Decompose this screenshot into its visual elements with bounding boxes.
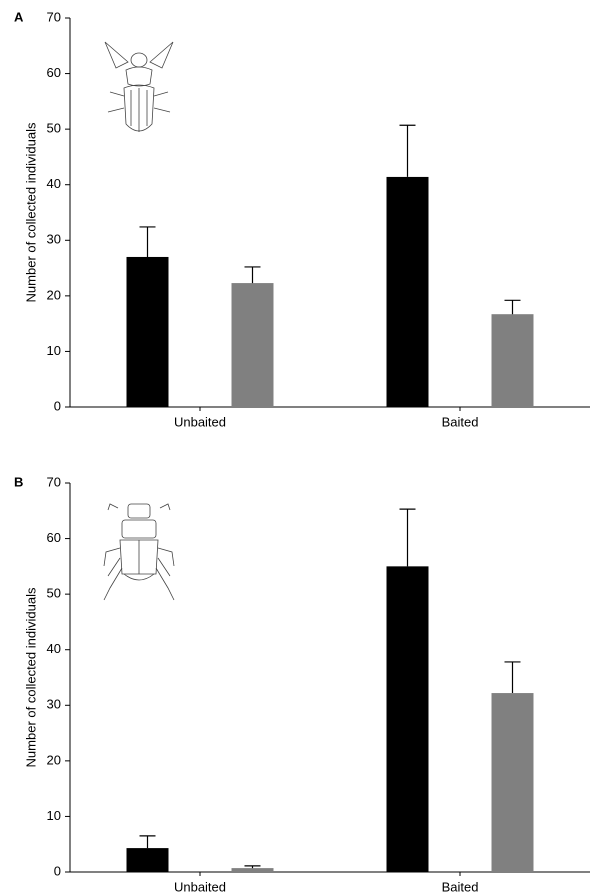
y-tick-label: 0	[54, 398, 61, 413]
x-tick-label: Baited	[442, 414, 479, 429]
x-tick-label: Unbaited	[174, 414, 226, 429]
figure: A 0 10 20 30 40 50 60 70 Number of collected indi…	[0, 0, 598, 896]
bar	[232, 283, 274, 407]
y-tick-label: 70	[47, 474, 61, 489]
y-axis-label: Number of collected individuals	[23, 587, 38, 767]
bar	[492, 314, 534, 407]
y-tick-label: 60	[47, 530, 61, 545]
error-bar	[245, 866, 261, 868]
beetle-illustration	[104, 504, 174, 600]
error-bar	[140, 227, 156, 257]
error-bar	[245, 267, 261, 283]
y-tick-label: 50	[47, 121, 61, 136]
error-bar	[505, 300, 521, 314]
y-tick-label: 20	[47, 752, 61, 767]
error-bar	[140, 836, 156, 848]
x-tick-label: Baited	[442, 879, 479, 894]
bar	[127, 257, 169, 407]
y-tick-label: 50	[47, 586, 61, 601]
error-bar	[400, 509, 416, 566]
panel-label: A	[14, 9, 24, 24]
error-bar	[505, 662, 521, 693]
y-tick-label: 40	[47, 176, 61, 191]
chart-panel: A 0 10 20 30 40 50 60 70 Number of collected indi…	[14, 9, 590, 429]
bar	[492, 693, 534, 872]
bar	[232, 868, 274, 872]
y-tick-label: 40	[47, 641, 61, 656]
error-bar	[400, 125, 416, 177]
bar	[127, 848, 169, 872]
bar	[387, 177, 429, 407]
panel-label: B	[14, 474, 23, 489]
x-tick-label: Unbaited	[174, 879, 226, 894]
y-tick-label: 10	[47, 343, 61, 358]
y-tick-label: 60	[47, 65, 61, 80]
beetle-illustration	[105, 42, 173, 132]
y-tick-label: 10	[47, 808, 61, 823]
chart-panel: B 0 10 20 30 40 50 60 70 Number of collected indi…	[14, 474, 590, 894]
y-axis-label: Number of collected individuals	[23, 122, 38, 302]
y-tick-label: 30	[47, 697, 61, 712]
y-tick-label: 0	[54, 863, 61, 878]
bar	[387, 566, 429, 872]
y-tick-label: 20	[47, 287, 61, 302]
page: A 0 10 20 30 40 50 60 70 Number of collected indi…	[0, 0, 598, 896]
y-tick-label: 30	[47, 232, 61, 247]
y-tick-label: 70	[47, 9, 61, 24]
